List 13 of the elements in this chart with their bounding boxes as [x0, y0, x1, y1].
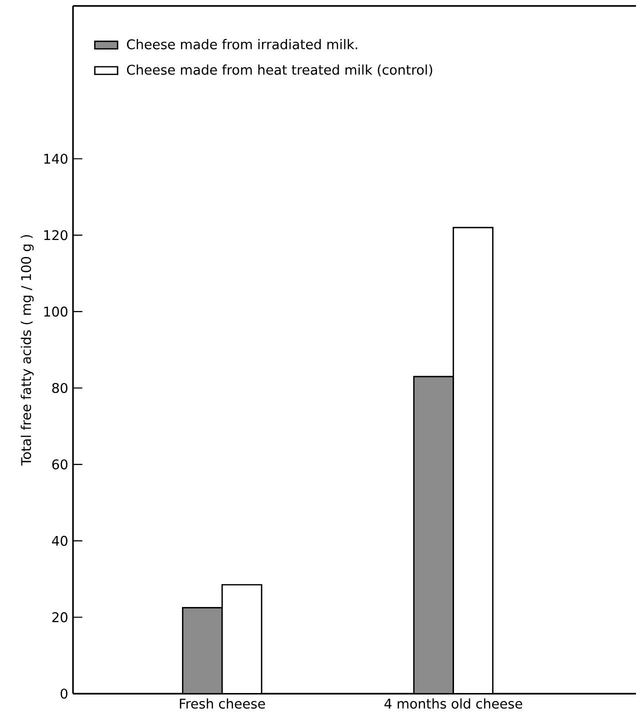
- y-tick-label: 80: [52, 382, 68, 394]
- x-tick-label: Fresh cheese: [180, 698, 266, 709]
- y-tick-label: 20: [52, 612, 68, 622]
- y-tick-label: 60: [52, 459, 68, 470]
- legend-label: Cheese made from irradiated milk.: [127, 39, 358, 50]
- y-tick-label: 0: [60, 688, 68, 699]
- y-tick-label: 120: [44, 230, 68, 240]
- y-axis-title: Total free fatty acids ( mg / 100 g ): [20, 235, 34, 466]
- legend-label: Cheese made from heat treated milk (control): [127, 64, 432, 76]
- y-tick-label: 40: [52, 536, 68, 546]
- x-tick-label: 4 months old cheese: [384, 698, 522, 709]
- y-tick-label: 140: [44, 154, 68, 164]
- y-tick-label: 100: [44, 306, 68, 317]
